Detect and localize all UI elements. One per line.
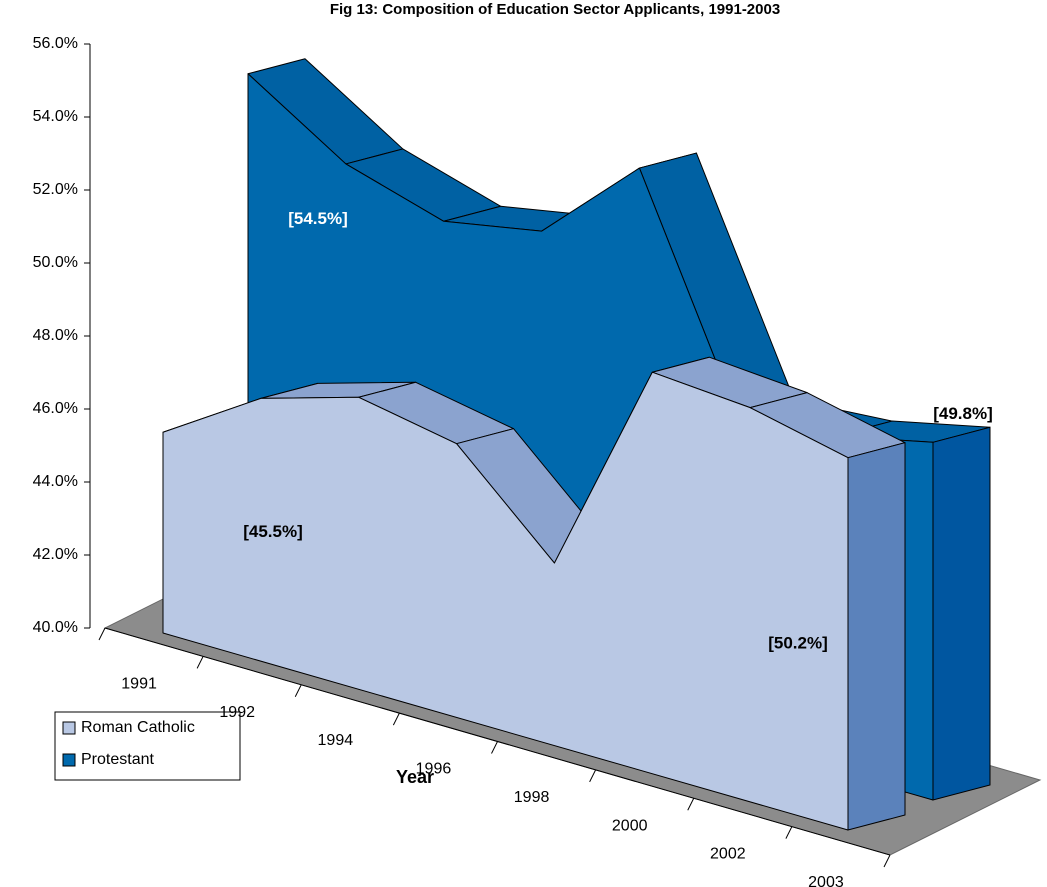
y-tick-label: 52.0% (33, 181, 78, 198)
legend-label: Roman Catholic (81, 719, 195, 736)
x-tick-label: 2003 (808, 874, 844, 887)
x-tick (491, 741, 498, 754)
x-tick-label: 2000 (612, 817, 648, 834)
end-face (932, 426, 991, 801)
area (162, 371, 849, 831)
x-axis-label: Year (396, 767, 434, 787)
x-tick (392, 712, 400, 726)
x-tick (883, 854, 891, 868)
legend-swatch (62, 721, 76, 735)
y-tick-label: 40.0% (33, 619, 78, 636)
x-tick-label: 1994 (318, 732, 354, 749)
legend-swatch (62, 753, 76, 767)
x-tick-label: 1992 (219, 704, 255, 721)
x-tick (785, 826, 793, 839)
y-tick-label: 44.0% (33, 473, 78, 490)
data-label: [49.8%] (933, 404, 993, 423)
y-tick-label: 50.0% (33, 254, 78, 271)
legend (54, 711, 241, 781)
data-label: [50.2%] (768, 633, 828, 652)
x-tick (196, 656, 204, 669)
y-tick-label: 54.0% (33, 108, 78, 125)
x-tick-label: 1996 (416, 761, 452, 778)
x-tick-label: 1998 (514, 789, 550, 806)
y-tick-label: 46.0% (33, 400, 78, 417)
y-tick-label: 56.0% (33, 35, 78, 52)
x-tick (98, 627, 106, 641)
plot (162, 58, 991, 831)
data-label: [54.5%] (288, 209, 348, 228)
y-tick-label: 48.0% (33, 327, 78, 344)
chart-title: Fig 13: Composition of Education Sector … (330, 1, 780, 18)
legend-label: Protestant (81, 751, 154, 768)
x-tick (687, 798, 695, 811)
x-tick (589, 769, 597, 783)
x-tick-label: 2002 (710, 846, 746, 863)
y-tick-label: 42.0% (33, 546, 78, 563)
data-label: [45.5%] (243, 522, 303, 541)
x-tick-label: 1991 (121, 675, 157, 692)
end-face (847, 442, 906, 831)
x-tick (294, 684, 302, 697)
